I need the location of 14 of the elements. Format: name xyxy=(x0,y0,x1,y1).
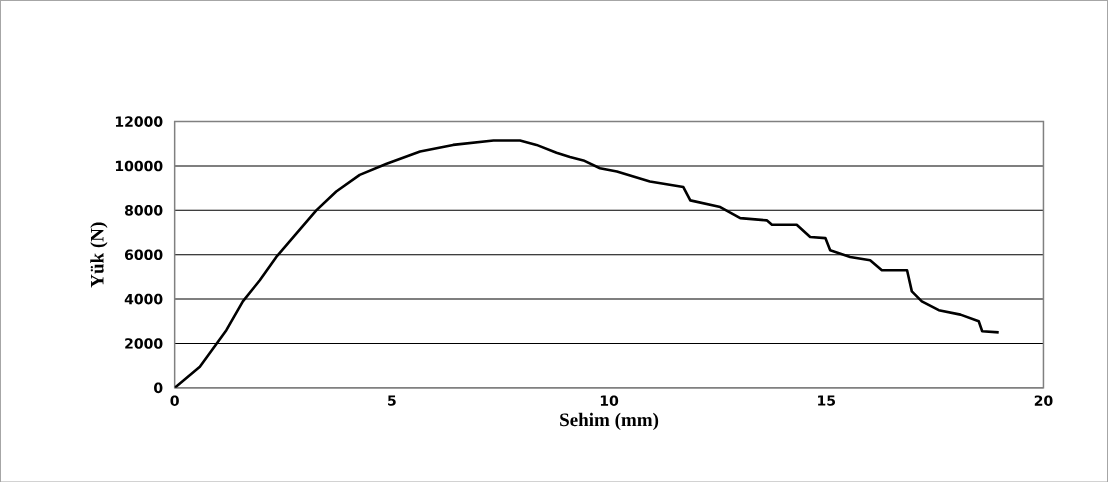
x-tick-label: 0 xyxy=(170,395,179,406)
y-tick-label: 4000 xyxy=(124,293,163,305)
y-tick-label: 6000 xyxy=(124,249,163,260)
y-tick-label: 12000 xyxy=(115,116,163,127)
y-axis-title: Yük (N) xyxy=(90,222,108,288)
y-tick-label: 2000 xyxy=(125,337,163,349)
y-tick-label: 0 xyxy=(154,382,163,393)
y-tick-label: 10000 xyxy=(115,160,163,172)
x-tick-label: 15 xyxy=(818,395,836,406)
y-tick-label: 8000 xyxy=(124,204,163,216)
x-axis-title: Sehim (mm) xyxy=(560,412,659,430)
x-tick-label: 5 xyxy=(388,395,396,406)
x-tick-label: 10 xyxy=(600,395,619,406)
x-tick-label: 20 xyxy=(1034,395,1053,406)
